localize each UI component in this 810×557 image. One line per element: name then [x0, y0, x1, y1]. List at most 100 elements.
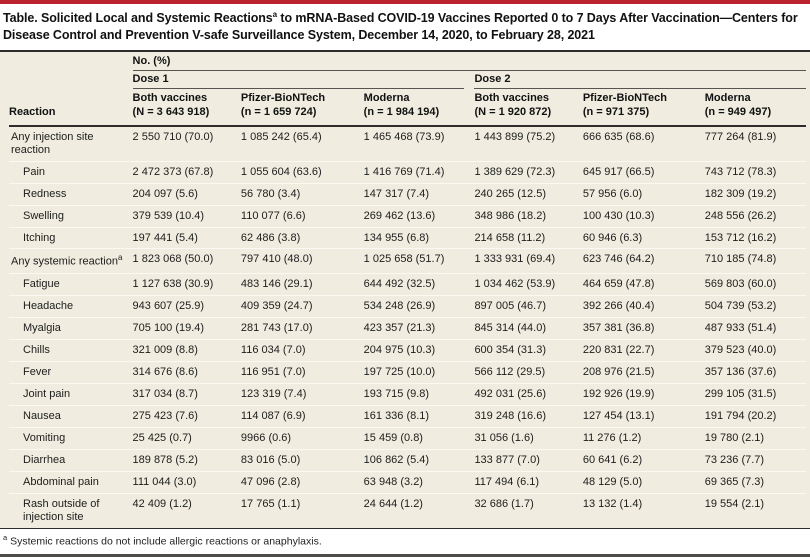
value-cell: 943 607 (25.9) [132, 295, 241, 318]
value-cell: 13 132 (1.4) [582, 492, 705, 528]
reaction-label: Joint pain [9, 382, 133, 406]
value-cell: 111 044 (3.0) [132, 470, 241, 494]
value-cell: 189 878 (5.2) [132, 448, 241, 472]
value-cell: 32 686 (1.7) [474, 492, 583, 528]
value-cell: 743 712 (78.3) [704, 160, 806, 184]
value-cell: 666 635 (68.6) [582, 130, 655, 143]
header-row-columns: Reaction Both vaccines (N = 3 643 918) P… [9, 89, 806, 127]
value-cell: 2 472 373 (67.8) [132, 160, 241, 184]
value-cell: 69 365 (7.3) [704, 470, 806, 494]
footnote: a Systemic reactions do not include alle… [3, 533, 806, 549]
table-row: Any systemic reactiona 1 823 068 (50.0) 79… [9, 248, 806, 274]
reaction-label: Diarrhea [9, 448, 133, 472]
value-cell: 269 462 (13.6) [363, 204, 475, 227]
value-cell: 116 034 (7.0) [240, 339, 364, 362]
column-header-d1-both: Both vaccines (N = 3 643 918) [132, 89, 241, 127]
reaction-label: Chills [9, 339, 133, 362]
bottom-rule [0, 553, 810, 557]
reactions-table-container: No. (%) Dose 1 Dose 2 Reaction Both vacc… [0, 50, 810, 529]
col-label-line2: (n = 949 497) [704, 105, 772, 118]
col-label-line2: (N = 3 643 918) [132, 105, 210, 118]
table-row: Chills 321 009 (8.8) 116 034 (7.0) 204 975 … [9, 339, 806, 362]
header-spacer [9, 52, 133, 71]
value-cell: 204 975 (10.3) [363, 339, 475, 362]
table-row: Pain 2 472 373 (67.8) 1 055 604 (63.6) 1 41… [9, 160, 806, 184]
value-cell: 19 780 (2.1) [704, 426, 806, 450]
value-cell: 319 248 (16.6) [474, 404, 583, 428]
value-cell: 161 336 (8.1) [363, 404, 475, 428]
header-spacer [9, 71, 133, 89]
value-cell: 357 136 (37.6) [704, 360, 806, 384]
table-row: Rash outside of injection site 42 409 (1.… [9, 492, 806, 528]
value-cell: 569 803 (60.0) [704, 273, 806, 296]
reaction-label: Any systemic reactiona [9, 248, 133, 274]
value-cell: 897 005 (46.7) [474, 295, 583, 318]
table-row: Nausea 275 423 (7.6) 114 087 (6.9) 161 336 … [9, 404, 806, 428]
reaction-label: Fever [9, 360, 133, 384]
value-cell: 47 096 (2.8) [240, 470, 364, 494]
value-cell: 114 087 (6.9) [240, 404, 364, 428]
reaction-label: Swelling [9, 204, 133, 227]
value-cell: 100 430 (10.3) [582, 204, 705, 227]
table-title: Table. Solicited Local and Systemic Reac… [3, 10, 804, 43]
footnote-text: Systemic reactions do not include allerg… [7, 535, 322, 548]
value-cell: 299 105 (31.5) [704, 382, 806, 406]
value-cell: 1 465 468 (73.9) [363, 130, 445, 143]
value-cell: 492 031 (25.6) [474, 382, 583, 406]
col-label-line1: Moderna [704, 92, 751, 105]
value-cell: 600 354 (31.3) [474, 339, 583, 362]
column-header-d1-pfizer: Pfizer-BioNTech (n = 1 659 724) [240, 89, 364, 127]
reaction-label: Myalgia [9, 317, 133, 340]
reaction-label: Redness [9, 182, 133, 206]
value-cell: 24 644 (1.2) [363, 492, 475, 528]
reaction-label: Pain [9, 160, 133, 184]
value-cell: 317 034 (8.7) [132, 382, 241, 406]
value-cell: 1 416 769 (71.4) [363, 160, 475, 184]
value-cell: 321 009 (8.8) [132, 339, 241, 362]
column-header-d2-both: Both vaccines (N = 1 920 872) [474, 89, 583, 127]
reaction-label: Headache [9, 295, 133, 318]
col-label-line1: Both vaccines [132, 92, 208, 105]
no-pct-label: No. (%) [132, 52, 806, 72]
value-cell: 623 746 (64.2) [582, 248, 705, 274]
col-label-line1: Pfizer-BioNTech [582, 92, 667, 105]
table-row: Fatigue 1 127 638 (30.9) 483 146 (29.1) 644… [9, 273, 806, 296]
value-cell: 379 539 (10.4) [132, 204, 241, 227]
value-cell: 9966 (0.6) [240, 426, 364, 450]
table-row: Myalgia 705 100 (19.4) 281 743 (17.0) 423 3… [9, 317, 806, 340]
table-body: Any injection site reaction 2 550 710 (70… [9, 126, 806, 528]
value-cell: 197 725 (10.0) [363, 360, 475, 384]
value-cell: 379 523 (40.0) [704, 339, 806, 362]
value-cell: 19 554 (2.1) [704, 492, 806, 528]
value-cell: 2 550 710 (70.0) [132, 130, 214, 143]
value-cell: 134 955 (6.8) [363, 226, 475, 249]
value-cell: 1 085 242 (65.4) [240, 130, 322, 143]
value-cell: 192 926 (19.9) [582, 382, 705, 406]
header-group-dose-1: Dose 1 [132, 71, 475, 90]
table-row: Joint pain 317 034 (8.7) 123 319 (7.4) 193 … [9, 382, 806, 406]
value-cell: 63 948 (3.2) [363, 470, 475, 494]
value-cell: 56 780 (3.4) [240, 182, 364, 206]
value-cell: 275 423 (7.6) [132, 404, 241, 428]
value-cell: 15 459 (0.8) [363, 426, 475, 450]
value-cell: 116 951 (7.0) [240, 360, 364, 384]
table-row: Redness 204 097 (5.6) 56 780 (3.4) 147 317 … [9, 182, 806, 206]
value-cell: 845 314 (44.0) [474, 317, 583, 340]
value-cell: 214 658 (11.2) [474, 226, 583, 249]
header-row-no-pct: No. (%) [9, 52, 806, 72]
value-cell: 123 319 (7.4) [240, 382, 364, 406]
value-cell: 117 494 (6.1) [474, 470, 583, 494]
value-cell: 645 917 (66.5) [582, 160, 705, 184]
column-header-d2-moderna: Moderna (n = 949 497) [704, 89, 806, 127]
header-row-dose-groups: Dose 1 Dose 2 [9, 71, 806, 90]
value-cell: 127 454 (13.1) [582, 404, 705, 428]
value-cell: 110 077 (6.6) [240, 204, 364, 227]
value-cell: 57 956 (6.0) [582, 182, 705, 206]
table-row: Swelling 379 539 (10.4) 110 077 (6.6) 269 4… [9, 204, 806, 227]
value-cell: 357 381 (36.8) [582, 317, 705, 340]
title-footnote-marker: a [272, 10, 278, 19]
value-cell: 504 739 (53.2) [704, 295, 806, 318]
value-cell: 464 659 (47.8) [582, 273, 705, 296]
reaction-label: Nausea [9, 404, 133, 428]
reaction-label: Abdominal pain [9, 470, 133, 494]
